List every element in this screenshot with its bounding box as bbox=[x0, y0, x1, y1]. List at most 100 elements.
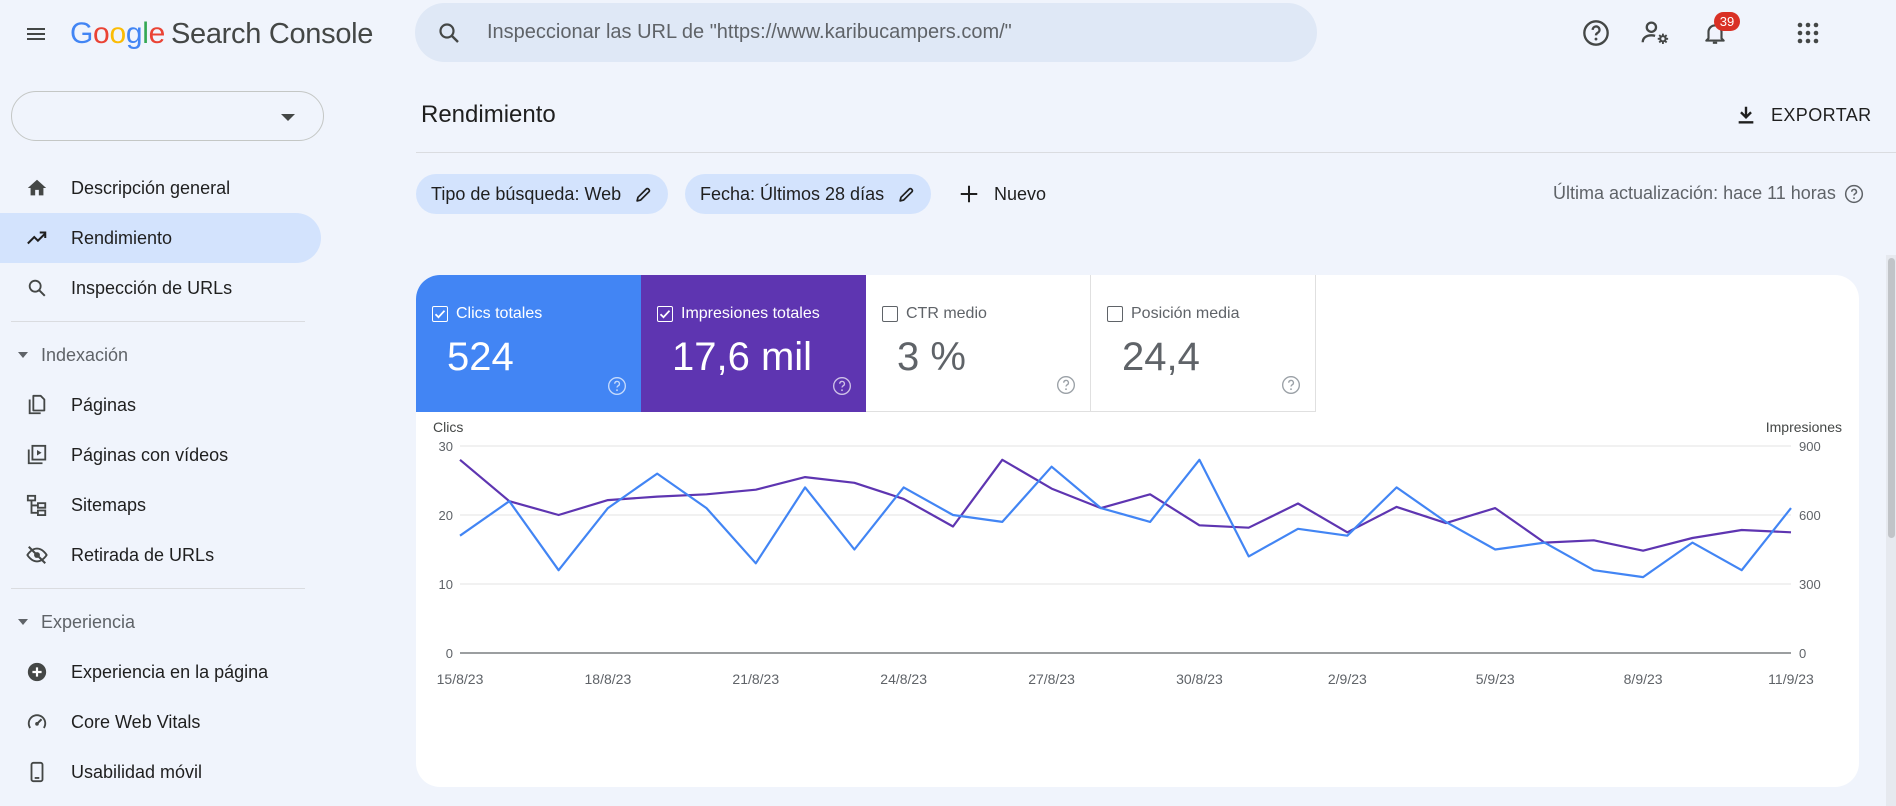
left-axis-label: Clics bbox=[433, 419, 463, 435]
sidebar-divider bbox=[11, 321, 305, 322]
sidebar-item-overview[interactable]: Descripción general bbox=[0, 163, 330, 213]
sidebar-item-url-inspection[interactable]: Inspección de URLs bbox=[0, 263, 330, 313]
metric-average-ctr[interactable]: CTR medio 3 % bbox=[866, 275, 1091, 412]
sidebar-section-experience[interactable]: Experiencia bbox=[0, 597, 330, 647]
plus-icon bbox=[960, 185, 978, 203]
download-icon bbox=[1738, 106, 1754, 124]
x-axis-tick-label: 27/8/23 bbox=[1028, 671, 1075, 687]
sidebar-item-label: Rendimiento bbox=[71, 227, 173, 248]
right-axis-label: Impresiones bbox=[1766, 419, 1842, 435]
eye-off-icon bbox=[25, 543, 49, 567]
user-settings-button[interactable] bbox=[1636, 13, 1676, 53]
checkbox-unchecked-icon[interactable] bbox=[882, 306, 898, 322]
right-axis-tick-label: 0 bbox=[1799, 646, 1806, 661]
notifications-button[interactable]: 39 bbox=[1695, 12, 1740, 53]
sidebar-item-removals[interactable]: Retirada de URLs bbox=[0, 530, 330, 580]
help-button[interactable] bbox=[1576, 13, 1616, 53]
metric-value: 3 % bbox=[897, 335, 966, 379]
apps-button[interactable] bbox=[1788, 13, 1828, 53]
property-selector[interactable] bbox=[11, 91, 324, 141]
sidebar-item-label: Páginas bbox=[71, 394, 137, 415]
left-axis-tick-label: 0 bbox=[446, 646, 453, 661]
right-axis-tick-label: 900 bbox=[1799, 439, 1821, 454]
sidebar-item-label: Sitemaps bbox=[71, 494, 147, 515]
left-axis-tick-label: 20 bbox=[439, 508, 453, 523]
series-line-clicks bbox=[459, 458, 1792, 579]
logo-letter: o bbox=[93, 17, 110, 50]
export-button-label: EXPORTAR bbox=[1771, 104, 1872, 125]
help-circle-icon[interactable] bbox=[1281, 375, 1301, 395]
mobile-icon bbox=[25, 760, 49, 784]
sidebar-item-label: Páginas con vídeos bbox=[71, 444, 229, 465]
filter-chip-date[interactable]: Fecha: Últimos 28 días bbox=[685, 174, 932, 214]
sidebar-section-label: Experiencia bbox=[41, 611, 136, 632]
help-circle-icon[interactable] bbox=[1844, 184, 1864, 204]
sidebar-divider bbox=[11, 588, 305, 589]
right-axis-tick-label: 300 bbox=[1799, 577, 1821, 592]
filter-chip-label: Tipo de búsqueda: Web bbox=[431, 183, 622, 204]
x-axis-tick-label: 21/8/23 bbox=[732, 671, 779, 687]
checkbox-unchecked-icon[interactable] bbox=[1107, 306, 1123, 322]
logo-letter: e bbox=[148, 17, 166, 50]
checkbox-checked-icon[interactable] bbox=[432, 306, 448, 322]
x-axis-tick-label: 30/8/23 bbox=[1176, 671, 1223, 687]
url-inspection-search[interactable] bbox=[415, 3, 1317, 62]
x-axis-tick-label: 5/9/23 bbox=[1476, 671, 1515, 687]
metric-average-position[interactable]: Posición media 24,4 bbox=[1091, 275, 1316, 412]
notification-count-badge: 39 bbox=[1714, 12, 1740, 31]
dropdown-arrow-icon bbox=[281, 114, 295, 121]
sidebar-item-label: Descripción general bbox=[71, 177, 231, 198]
sidebar-section-label: Indexación bbox=[41, 344, 129, 365]
logo-letter: G bbox=[70, 17, 94, 50]
performance-card: Clics totales 524 Impresiones totales 17… bbox=[416, 275, 1859, 787]
sidebar-item-pages[interactable]: Páginas bbox=[0, 380, 330, 430]
left-axis-tick-label: 10 bbox=[439, 577, 453, 592]
sitemap-icon bbox=[25, 493, 49, 517]
filter-chip-label: Fecha: Últimos 28 días bbox=[700, 183, 885, 204]
metric-label: Posición media bbox=[1131, 305, 1240, 322]
sidebar-item-sitemaps[interactable]: Sitemaps bbox=[0, 480, 330, 530]
series-line-impressions bbox=[459, 458, 1792, 552]
sidebar-item-mobile-usability[interactable]: Usabilidad móvil bbox=[0, 747, 330, 797]
collapse-arrow-icon bbox=[18, 352, 28, 358]
metric-value: 17,6 mil bbox=[672, 335, 813, 379]
last-update-info: Última actualización: hace 11 horas bbox=[1553, 183, 1864, 204]
sidebar-item-page-experience[interactable]: Experiencia en la página bbox=[0, 647, 330, 697]
metric-value: 524 bbox=[447, 335, 514, 379]
x-axis-tick-label: 8/9/23 bbox=[1624, 671, 1663, 687]
export-button[interactable]: EXPORTAR bbox=[1735, 98, 1872, 132]
x-axis-tick-label: 11/9/23 bbox=[1768, 671, 1814, 687]
search-icon bbox=[25, 276, 49, 300]
scrollbar-thumb[interactable] bbox=[1888, 258, 1895, 538]
logo-letter: l bbox=[142, 17, 149, 50]
x-axis-tick-label: 18/8/23 bbox=[585, 671, 632, 687]
pages-icon bbox=[25, 393, 49, 417]
right-axis-tick-label: 600 bbox=[1799, 508, 1821, 523]
help-circle-icon[interactable] bbox=[607, 376, 627, 396]
new-filter-button[interactable]: Nuevo bbox=[958, 178, 1046, 210]
metric-total-clicks[interactable]: Clics totales 524 bbox=[416, 275, 641, 412]
checkbox-checked-icon[interactable] bbox=[657, 306, 673, 322]
help-circle-icon[interactable] bbox=[832, 376, 852, 396]
edit-pencil-icon bbox=[898, 186, 915, 203]
search-console-logo[interactable]: Google Search Console bbox=[70, 17, 373, 51]
main-menu-button[interactable] bbox=[18, 16, 54, 52]
sidebar-item-video-pages[interactable]: Páginas con vídeos bbox=[0, 430, 330, 480]
metric-total-impressions[interactable]: Impresiones totales 17,6 mil bbox=[641, 275, 866, 412]
sidebar-item-performance[interactable]: Rendimiento bbox=[0, 213, 321, 263]
metric-label: Clics totales bbox=[456, 305, 543, 322]
help-circle-icon[interactable] bbox=[1056, 375, 1076, 395]
edit-pencil-icon bbox=[635, 186, 652, 203]
sidebar-item-label: Retirada de URLs bbox=[71, 544, 215, 565]
new-filter-label: Nuevo bbox=[994, 183, 1047, 204]
sidebar-section-indexing[interactable]: Indexación bbox=[0, 330, 330, 380]
url-inspection-input[interactable] bbox=[487, 3, 1287, 62]
sidebar-item-core-web-vitals[interactable]: Core Web Vitals bbox=[0, 697, 330, 747]
manage-users-icon bbox=[1641, 21, 1669, 44]
trending-up-icon bbox=[25, 226, 49, 250]
x-axis-tick-label: 24/8/23 bbox=[880, 671, 927, 687]
filter-chip-search-type[interactable]: Tipo de búsqueda: Web bbox=[416, 174, 669, 214]
page-title: Rendimiento bbox=[421, 101, 556, 128]
